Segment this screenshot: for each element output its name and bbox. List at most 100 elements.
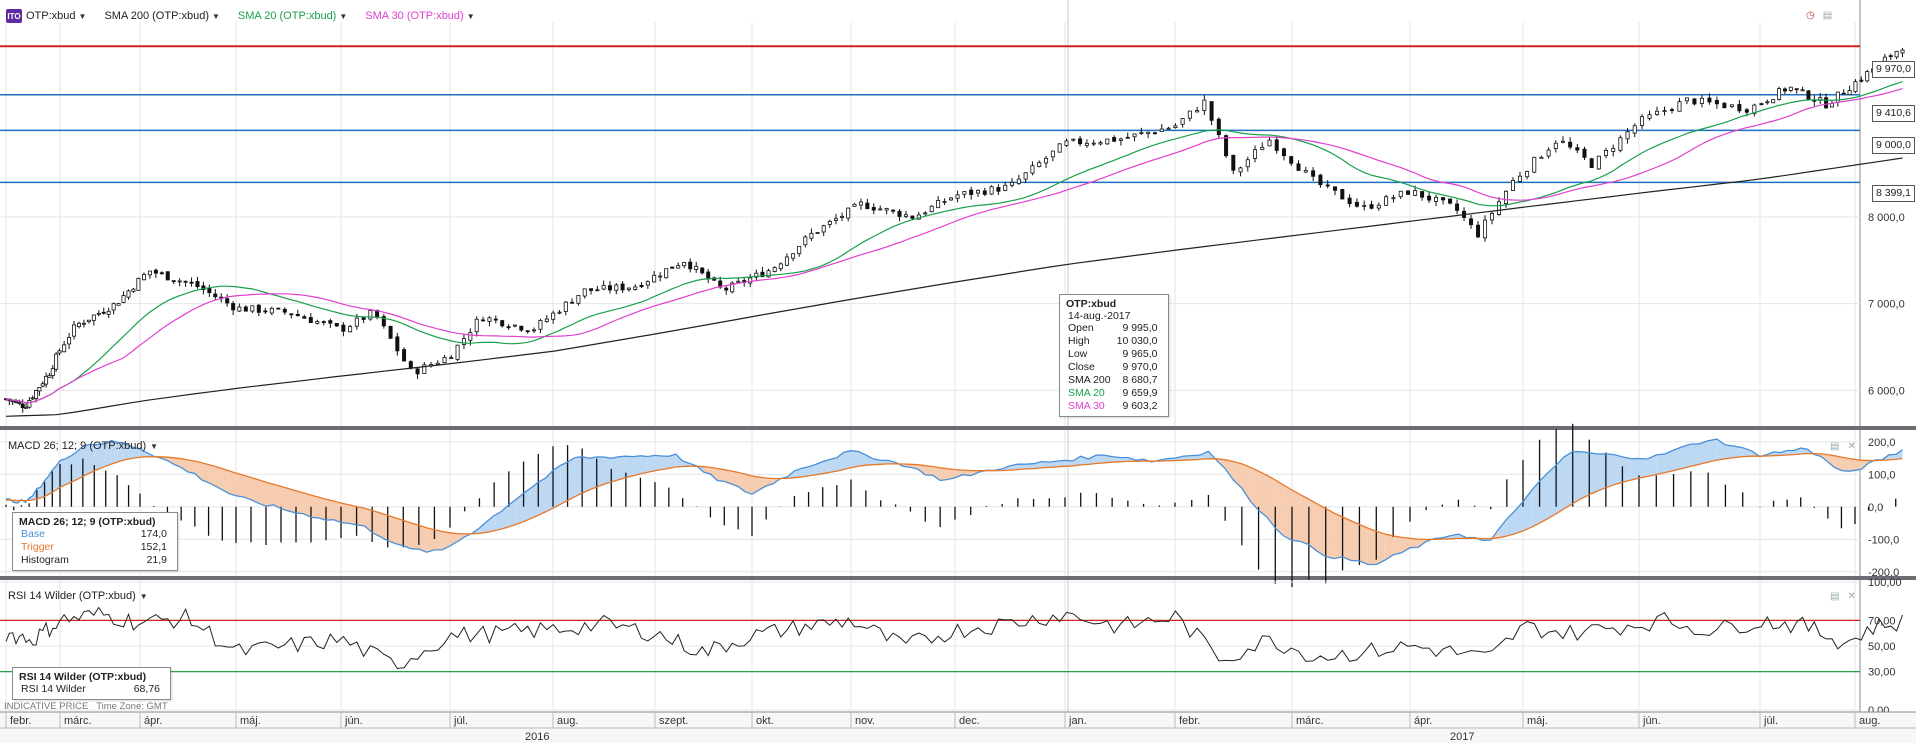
clock-icon[interactable]: ◷ bbox=[1806, 10, 1815, 21]
macd-fill bbox=[418, 525, 427, 553]
candle-down bbox=[341, 324, 346, 332]
macd-tooltip: MACD 26; 12; 9 (OTP:xbud) Base 174,0 Trig… bbox=[12, 512, 178, 571]
candle-up bbox=[1539, 156, 1544, 159]
candle-up bbox=[858, 201, 863, 206]
macd-fill bbox=[808, 464, 816, 476]
candle-down bbox=[1333, 186, 1338, 191]
candle-down bbox=[1125, 136, 1130, 139]
ohlc-tooltip: OTP:xbud 14-aug.-2017 Open 9 995,0 High 10… bbox=[1059, 294, 1169, 417]
macd-fill bbox=[604, 457, 612, 485]
candle-down bbox=[171, 280, 176, 283]
candle-up bbox=[422, 364, 427, 374]
rsi-legend[interactable]: RSI 14 Wilder (OTP:xbud) ▼ bbox=[8, 590, 148, 602]
candle-down bbox=[891, 209, 896, 212]
macd-fill bbox=[1376, 531, 1385, 565]
candle-up bbox=[1391, 197, 1396, 200]
candle-down bbox=[1455, 203, 1460, 211]
macd-fill bbox=[1793, 448, 1801, 455]
candle-up bbox=[1765, 101, 1770, 104]
macd-fill bbox=[281, 486, 289, 511]
rsi-tick-label: 70,00 bbox=[1868, 615, 1896, 627]
macd-fill bbox=[1450, 534, 1459, 539]
macd-fill bbox=[1664, 450, 1674, 473]
candle-up bbox=[1604, 149, 1609, 157]
candle-down bbox=[243, 306, 248, 312]
macd-fill bbox=[582, 456, 590, 494]
macd-fill bbox=[910, 464, 918, 470]
candle-down bbox=[1669, 109, 1674, 111]
macd-fill bbox=[1656, 454, 1665, 475]
tooltip-label: Open bbox=[1068, 322, 1094, 334]
candle-up bbox=[576, 295, 581, 304]
candle-up bbox=[878, 208, 883, 211]
macd-fill bbox=[625, 456, 634, 478]
close-icon[interactable]: ✕ bbox=[1847, 441, 1856, 452]
tooltip-value: 9 603,2 bbox=[1122, 400, 1158, 412]
candle-up bbox=[601, 284, 606, 290]
macd-fill bbox=[100, 443, 106, 469]
macd-fill bbox=[1614, 454, 1623, 485]
candle-down bbox=[493, 318, 498, 321]
macd-fill bbox=[1367, 528, 1377, 565]
collapse-icon[interactable]: ▤ bbox=[1830, 441, 1840, 452]
macd-fill bbox=[140, 448, 147, 458]
candle-down bbox=[381, 316, 386, 327]
macd-fill bbox=[215, 466, 223, 490]
candle-up bbox=[1677, 101, 1682, 112]
legend-item-otp[interactable]: OTP:xbud ▼ bbox=[26, 10, 86, 22]
macd-fill bbox=[333, 501, 341, 523]
macd-fill bbox=[508, 499, 517, 527]
candle-up bbox=[766, 270, 771, 278]
macd-legend[interactable]: MACD 26; 12; 9 (OTP:xbud) ▼ bbox=[8, 440, 158, 452]
tooltip-label: Trigger bbox=[21, 541, 54, 553]
candle-up bbox=[903, 214, 908, 217]
macd-fill bbox=[1895, 449, 1903, 460]
tooltip-row: Close 9 970,0 bbox=[1066, 361, 1162, 374]
candle-up bbox=[1139, 132, 1144, 134]
candle-down bbox=[449, 357, 454, 359]
collapse-icon[interactable]: ▤ bbox=[1822, 10, 1833, 21]
month-label: júl. bbox=[453, 715, 468, 727]
sma200-line bbox=[5, 157, 1903, 417]
candle-down bbox=[1289, 156, 1294, 164]
macd-fill bbox=[574, 456, 583, 497]
month-label: dec. bbox=[959, 715, 980, 727]
candle-down bbox=[334, 323, 339, 327]
macd-fill bbox=[560, 462, 568, 505]
close-icon[interactable]: ✕ bbox=[1847, 591, 1856, 602]
candle-up bbox=[633, 286, 638, 290]
legend-label: OTP:xbud bbox=[26, 10, 76, 22]
macd-fill bbox=[105, 440, 112, 467]
candle-up bbox=[72, 324, 77, 337]
collapse-icon[interactable]: ▤ bbox=[1830, 591, 1840, 602]
candle-down bbox=[1420, 191, 1425, 198]
year-label: 2017 bbox=[1450, 731, 1474, 743]
price-tick-label: 6 000,0 bbox=[1868, 385, 1905, 397]
legend-item-sma20[interactable]: SMA 20 (OTP:xbud) ▼ bbox=[238, 10, 347, 22]
month-label: márc. bbox=[1296, 715, 1324, 727]
candle-down bbox=[982, 190, 987, 195]
candle-down bbox=[1406, 190, 1411, 195]
macd-fill bbox=[1523, 490, 1532, 531]
candle-down bbox=[1340, 189, 1345, 200]
tooltip-label: SMA 20 bbox=[1068, 387, 1105, 399]
candle-up bbox=[1483, 219, 1488, 239]
candle-up bbox=[487, 317, 492, 322]
candle-down bbox=[1582, 148, 1587, 158]
macd-fill bbox=[457, 533, 465, 542]
candle-down bbox=[1722, 102, 1727, 109]
macd-fill bbox=[1258, 471, 1267, 517]
macd-fill bbox=[1057, 460, 1065, 467]
candle-down bbox=[402, 349, 407, 362]
candle-up bbox=[1662, 110, 1667, 112]
macd-fill bbox=[553, 465, 561, 509]
year-label: 2016 bbox=[525, 731, 549, 743]
legend-item-sma30[interactable]: SMA 30 (OTP:xbud) ▼ bbox=[365, 10, 474, 22]
legend-item-sma200[interactable]: SMA 200 (OTP:xbud) ▼ bbox=[104, 10, 219, 22]
macd-fill bbox=[1065, 460, 1073, 467]
candle-up bbox=[62, 344, 67, 353]
candle-down bbox=[328, 320, 333, 324]
candle-down bbox=[20, 403, 25, 409]
month-label: júl. bbox=[1763, 715, 1778, 727]
